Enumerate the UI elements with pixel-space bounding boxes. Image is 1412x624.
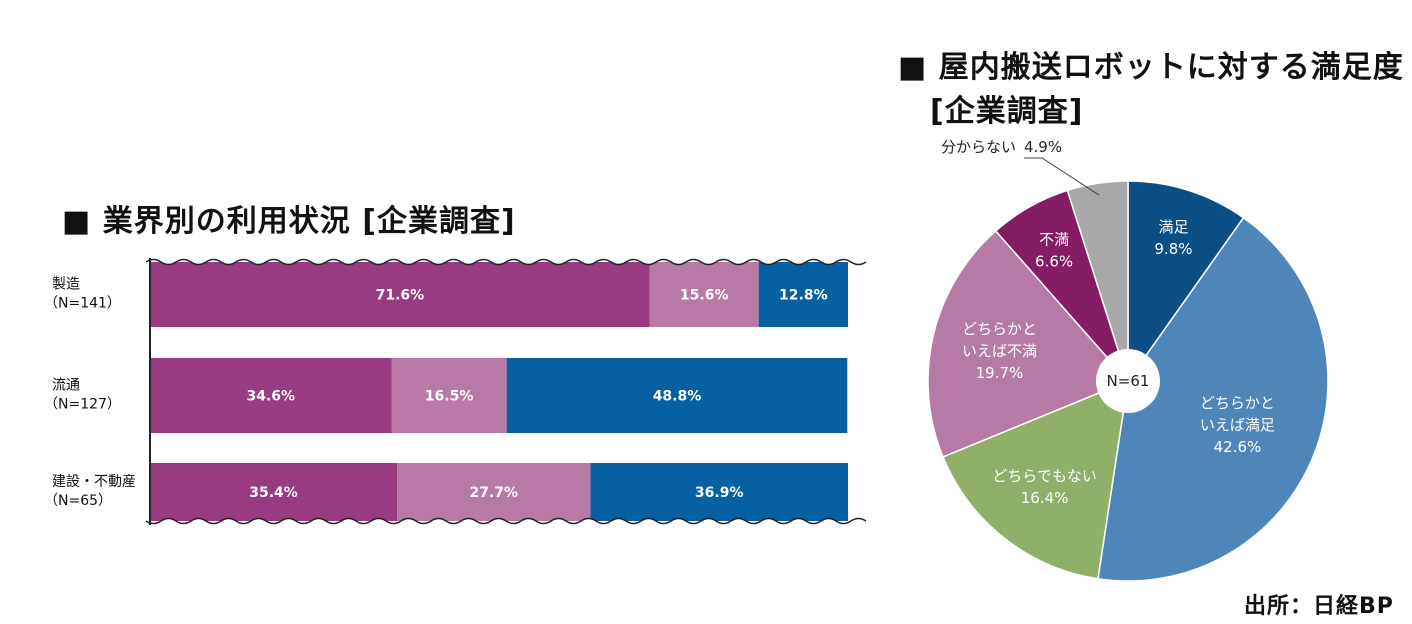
- axis-break-top: [145, 258, 867, 266]
- pie-slice-category-label: どちらかと: [962, 320, 1037, 338]
- pie-leader-line: [1024, 157, 1100, 196]
- bar-segment: [758, 262, 848, 327]
- pie-slice-category-label: いえば満足: [1200, 416, 1275, 434]
- pie-center-label: N=61: [1107, 372, 1150, 390]
- bar-value-label: 35.4%: [249, 485, 298, 501]
- pie-center-hole: [1096, 349, 1160, 413]
- pie-slice-category-label: 満足: [1158, 218, 1188, 236]
- category-count-label: （N=65）: [44, 493, 112, 509]
- bar-value-label: 71.6%: [376, 288, 425, 304]
- break-mask-bottom: [146, 518, 866, 541]
- bar-segment: [590, 463, 848, 521]
- category-count-label: （N=141）: [44, 296, 121, 312]
- pie-slice-category-label: いえば不満: [962, 342, 1037, 360]
- pie-slice: [1066, 180, 1129, 382]
- pie-slice-value-label: 6.6%: [1035, 252, 1073, 270]
- bar-chart-title: ■ 業界別の利用状況 [企業調査]: [62, 204, 516, 239]
- pie-slice: [994, 189, 1129, 382]
- pie-slice-category-label: 分からない: [941, 138, 1016, 156]
- pie-chart-title-line2: [企業調査]: [930, 94, 1084, 129]
- bar-value-label: 34.6%: [246, 389, 295, 405]
- bar-segment: [391, 358, 507, 433]
- pie-slice-value-label: 19.7%: [976, 364, 1024, 382]
- break-mask-top: [146, 242, 866, 265]
- pie-slice-labels: 満足9.8%どちらかといえば満足42.6%どちらでもない16.4%どちらかといえ…: [941, 138, 1275, 507]
- bar-segment: [506, 358, 848, 433]
- pie-slice: [1097, 216, 1329, 582]
- category-label: 製造: [52, 277, 80, 293]
- bar-segment: [150, 262, 650, 327]
- bar-segment: [150, 463, 398, 521]
- pie-slice: [1127, 180, 1245, 384]
- bar-value-label: 36.9%: [695, 485, 744, 501]
- category-count-label: （N=127）: [44, 397, 121, 413]
- pie-slice-value-label: 4.9%: [1024, 138, 1062, 156]
- pie-chart-title-line1: ■ 屋内搬送ロボットに対する満足度: [898, 50, 1404, 85]
- bar-segment: [649, 262, 759, 327]
- pie-slice-category-label: どちらかと: [1200, 394, 1275, 412]
- bar-value-label: 27.7%: [469, 485, 518, 501]
- axis-break-bottom: [145, 517, 867, 525]
- bar-value-label: 48.8%: [653, 389, 702, 405]
- bar-segment-labels: 71.6% 15.6% 12.8% 34.6% 16.5% 48.8% 35.4% 27.7%…: [246, 288, 827, 502]
- bar-value-label: 16.5%: [425, 389, 474, 405]
- bar-segment: [150, 358, 392, 433]
- pie-slice-category-label: 不満: [1039, 230, 1069, 248]
- pie-chart-title: ■ 屋内搬送ロボットに対する満足度 [企業調査]: [898, 46, 1404, 134]
- bar-segments: [150, 262, 848, 521]
- pie-slice-value-label: 9.8%: [1154, 240, 1192, 258]
- pie-slice: [942, 379, 1129, 580]
- pie-slice: [927, 229, 1130, 458]
- pie-slice-category-label: どちらでもない: [992, 467, 1097, 485]
- pie-slice-value-label: 42.6%: [1214, 438, 1262, 456]
- source-credit: 出所：日経BP: [1244, 594, 1394, 619]
- stacked-bar-chart: 71.6% 15.6% 12.8% 34.6% 16.5% 48.8% 35.4% 27.7%…: [44, 242, 867, 541]
- category-label: 流通: [52, 378, 80, 394]
- bar-value-label: 15.6%: [680, 288, 729, 304]
- bar-segment: [397, 463, 591, 521]
- pie-slices: [927, 180, 1329, 582]
- pie-slice-value-label: 16.4%: [1021, 489, 1069, 507]
- category-label: 建設・不動産: [52, 474, 136, 490]
- bar-value-label: 12.8%: [779, 288, 828, 304]
